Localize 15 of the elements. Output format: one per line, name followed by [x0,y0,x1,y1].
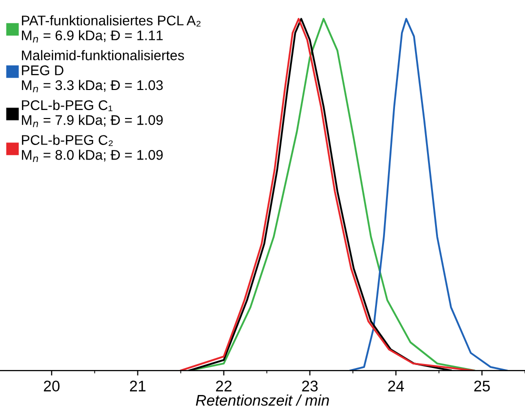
annotation: M$_{n}$ = 8.0 kDa; Đ = 1.09 [22,150,163,162]
x-tick-label: 22 [216,380,232,392]
x-axis-title: Retentionszeit / min [196,394,329,406]
legend-label: PAT-funktionalisiertes PCL A₂ [22,15,201,26]
annotation: M$_{n}$ = 6.9 kDa; Đ = 1.11 [22,30,163,42]
x-tick-label: 24 [388,380,404,392]
x-tick-label: 23 [302,380,318,392]
legend-label: PCL-b-PEG C₂ [22,134,113,146]
annotation: M$_{n}$ = 7.9 kDa; Đ = 1.09 [22,114,163,128]
legend-label: PCL-b-PEG C₁ [22,100,112,112]
x-tick-label: 25 [474,380,490,392]
annotation: M$_{n}$ = 3.3 kDa; Đ = 1.03 [22,80,163,92]
x-tick-label: 21 [130,380,146,392]
legend-label: Maleimid-funktionalisiertes PEG D [22,50,184,76]
x-tick-label: 20 [44,380,60,392]
